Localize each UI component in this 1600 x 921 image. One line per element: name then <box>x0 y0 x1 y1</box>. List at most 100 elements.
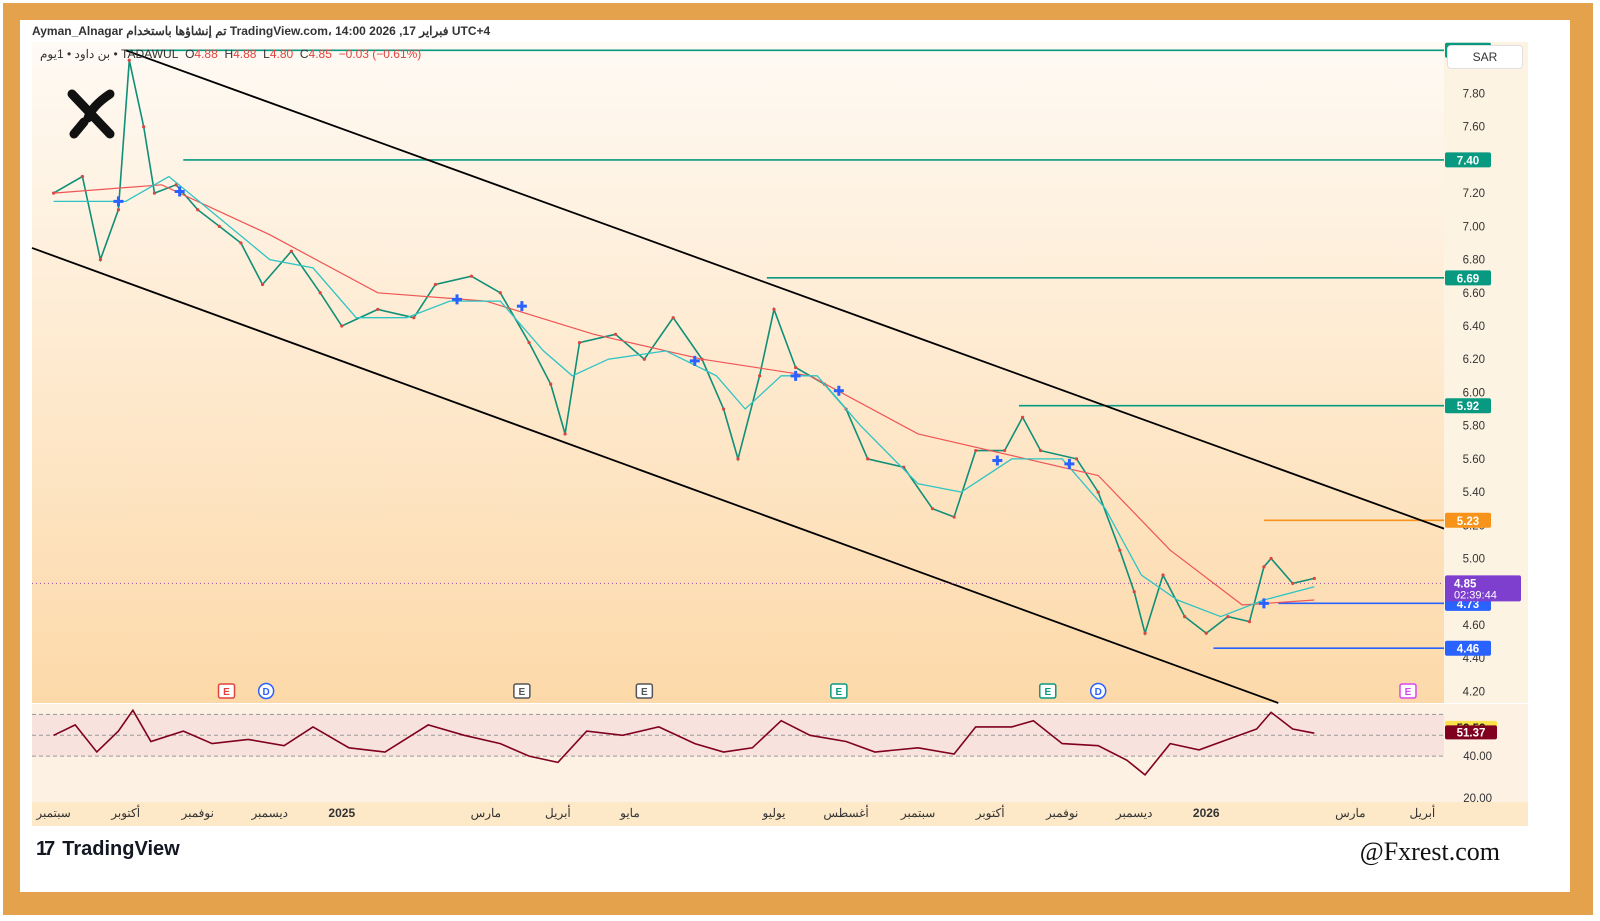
exchange-name: TADAWUL <box>121 47 179 61</box>
price-point-29 <box>736 457 740 461</box>
level-label-4.73: 4.73 <box>1457 599 1479 611</box>
price-point-43 <box>1074 457 1079 461</box>
price-point-55 <box>1291 581 1295 586</box>
price-tick-label: 4.40 <box>1463 653 1485 665</box>
close-label: C <box>299 47 309 61</box>
current-price-box <box>1445 575 1521 602</box>
price-point-49 <box>1183 615 1187 619</box>
price-tick-label: 7.00 <box>1463 221 1485 233</box>
chart-caption: Ayman_Alnagar تم إنشاؤها باستخدام Tradin… <box>32 24 491 38</box>
level-label-box-4.46 <box>1445 640 1491 656</box>
price-point-48 <box>1161 573 1165 577</box>
low-value: 4.80 <box>269 47 294 61</box>
earnings-badge-3 <box>635 683 654 699</box>
level-label-7.40: 7.40 <box>1457 155 1479 167</box>
cross-marker-5 <box>790 370 801 381</box>
rsi-tick-label: 20.00 <box>1463 793 1492 805</box>
price-tick-label: 7.80 <box>1463 88 1485 100</box>
price-tick-label: 5.60 <box>1463 454 1485 466</box>
badge-label-5: E <box>1044 687 1051 698</box>
price-point-50 <box>1204 631 1208 635</box>
symbol-legend[interactable]: بن داود • 1يوم • TADAWUL O4.88 H4.88 L4.… <box>40 47 421 61</box>
rsi-slow-box <box>1445 725 1497 740</box>
badge-label-6: D <box>1095 687 1102 698</box>
price-tick-label: 4.60 <box>1463 620 1485 632</box>
price-point-25 <box>642 357 646 361</box>
price-point-31 <box>772 307 776 311</box>
price-point-19 <box>498 291 502 295</box>
price-point-26 <box>671 316 675 320</box>
tradingview-logo-icon: 17 <box>36 838 55 860</box>
price-tick-label: 5.00 <box>1463 554 1485 566</box>
price-point-52 <box>1247 620 1252 624</box>
rsi-tick-label: 40.00 <box>1463 751 1492 763</box>
price-point-56 <box>1312 576 1316 581</box>
badge-label-4: E <box>836 687 843 698</box>
time-tick-label: أبريل <box>1410 805 1436 820</box>
time-tick-label: ديسمبر <box>1115 806 1153 820</box>
price-point-12 <box>289 249 293 253</box>
level-label-box-5.23 <box>1445 512 1491 528</box>
price-point-41 <box>1020 415 1025 419</box>
price-point-10 <box>239 241 243 245</box>
price-point-1 <box>80 174 85 179</box>
price-point-7 <box>174 183 178 187</box>
earnings-badge-4 <box>830 683 848 699</box>
earnings-badge-7 <box>1399 683 1417 699</box>
level-label-5.23: 5.23 <box>1457 516 1479 528</box>
ma-fast-line <box>53 175 1315 618</box>
time-tick-label: سبتمبر <box>35 806 70 820</box>
time-tick-label: ديسمبر <box>250 806 288 820</box>
price-point-42 <box>1038 448 1043 453</box>
badge-label-0: E <box>223 687 230 698</box>
time-tick-label: مارس <box>1335 806 1366 820</box>
time-tick-label: 2025 <box>328 806 355 820</box>
channel-lower-line <box>31 247 1279 704</box>
level-label-6.69: 6.69 <box>1457 273 1479 285</box>
cross-marker-7 <box>992 455 1003 466</box>
earnings-badge-0 <box>217 683 236 699</box>
time-tick-label: سبتمبر <box>900 806 935 820</box>
price-point-40 <box>1002 448 1007 453</box>
time-tick-label: مايو <box>619 806 640 820</box>
time-tick-label: يوليو <box>762 806 786 820</box>
price-point-35 <box>866 457 870 461</box>
time-tick-label: أكتوبر <box>110 805 140 820</box>
price-point-46 <box>1132 590 1136 594</box>
price-point-22 <box>563 432 567 436</box>
level-label-box-5.92 <box>1445 398 1491 414</box>
tradingview-brand[interactable]: 17 TradingView <box>36 838 180 861</box>
x-logo-icon <box>67 89 115 139</box>
cross-marker-1 <box>174 186 185 197</box>
time-tick-label: مارس <box>471 806 502 820</box>
price-point-44 <box>1096 490 1100 494</box>
price-tick-label: 6.80 <box>1463 255 1485 267</box>
price-point-23 <box>577 341 582 345</box>
badge-label-7: E <box>1405 687 1412 698</box>
price-point-14 <box>340 324 344 328</box>
price-point-11 <box>260 282 265 287</box>
high-value: 4.88 <box>233 47 257 61</box>
close-value: 4.85 <box>308 47 332 61</box>
time-tick-label: أغسطس <box>823 805 868 820</box>
bar-countdown-label: 02:39:44 <box>1454 589 1497 601</box>
time-tick-label: 2026 <box>1193 806 1220 820</box>
dividend-badge-6 <box>1089 682 1107 700</box>
time-tick-label: أكتوبر <box>975 805 1005 820</box>
price-point-8 <box>196 208 200 212</box>
price-point-45 <box>1118 548 1122 552</box>
time-axis-background <box>32 802 1528 826</box>
price-tick-label: 7.60 <box>1463 122 1485 134</box>
cross-marker-4 <box>689 355 700 366</box>
price-tick-label: 5.80 <box>1463 421 1485 433</box>
open-label: O <box>185 47 195 61</box>
currency-selector[interactable]: SAR <box>1447 45 1523 69</box>
badge-label-2: E <box>519 687 526 698</box>
price-pane-background <box>32 42 1444 703</box>
earnings-badge-2 <box>513 683 531 699</box>
watermark-handle: @Fxrest.com <box>1359 837 1500 866</box>
earnings-badge-5 <box>1039 683 1057 699</box>
current-price-label: 4.85 <box>1454 578 1477 590</box>
open-value: 4.88 <box>194 47 218 61</box>
